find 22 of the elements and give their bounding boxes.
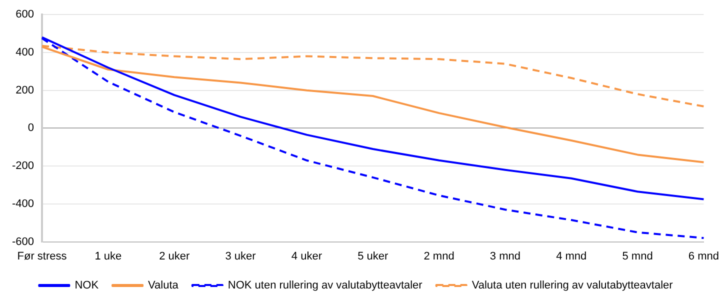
- x-tick-label: 2 mnd: [424, 250, 454, 262]
- x-tick-label: 5 mnd: [622, 250, 653, 262]
- legend-label: Valuta: [148, 280, 180, 292]
- x-tick-label: 2 uker: [159, 250, 190, 262]
- x-tick-label: 3 mnd: [490, 250, 520, 262]
- y-tick-label: -400: [12, 198, 34, 210]
- x-tick-label: 1 uke: [94, 250, 122, 262]
- y-tick-label: -600: [12, 236, 34, 248]
- y-tick-label: 200: [16, 84, 34, 96]
- y-tick-label: 400: [16, 46, 34, 58]
- x-tick-label: Før stress: [17, 250, 68, 262]
- x-tick-label: 6 mnd: [688, 250, 720, 262]
- y-tick-label: 0: [28, 122, 34, 134]
- x-tick-label: 4 uker: [291, 250, 322, 262]
- y-tick-label: 600: [16, 8, 34, 21]
- legend-label: Valuta uten rullering av valutabytteavtaler: [472, 280, 674, 292]
- x-tick-label: 4 mnd: [556, 250, 587, 262]
- legend-label: NOK: [74, 280, 100, 292]
- x-tick-label: 5 uker: [358, 250, 388, 262]
- legend-label: NOK uten rullering av valutabytteavtaler: [228, 280, 423, 292]
- x-tick-label: 3 uker: [225, 250, 256, 262]
- y-tick-label: -200: [12, 160, 34, 172]
